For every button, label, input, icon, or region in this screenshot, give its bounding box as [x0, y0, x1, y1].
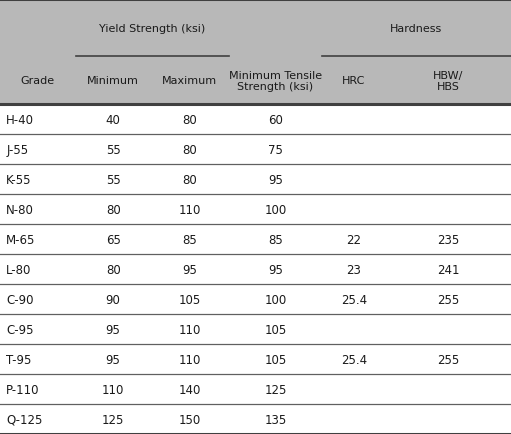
Text: 105: 105 — [179, 293, 201, 306]
Text: 95: 95 — [182, 263, 197, 276]
Text: C-90: C-90 — [6, 293, 34, 306]
Text: 255: 255 — [437, 293, 459, 306]
Text: 23: 23 — [346, 263, 361, 276]
Text: 150: 150 — [179, 413, 201, 425]
Text: T-95: T-95 — [6, 353, 32, 366]
Text: 55: 55 — [106, 143, 121, 156]
Text: 22: 22 — [346, 233, 361, 246]
Text: 241: 241 — [437, 263, 460, 276]
Text: 85: 85 — [268, 233, 283, 246]
Text: L-80: L-80 — [6, 263, 32, 276]
Text: H-40: H-40 — [6, 114, 34, 126]
Text: 95: 95 — [106, 323, 121, 336]
Text: 125: 125 — [264, 383, 287, 396]
Text: 25.4: 25.4 — [341, 293, 367, 306]
Text: Maximum: Maximum — [162, 76, 217, 86]
Text: 255: 255 — [437, 353, 459, 366]
Text: 235: 235 — [437, 233, 459, 246]
Text: 80: 80 — [182, 143, 197, 156]
Text: 75: 75 — [268, 143, 283, 156]
Text: HBW/
HBS: HBW/ HBS — [433, 70, 463, 92]
Text: HRC: HRC — [342, 76, 365, 86]
Text: M-65: M-65 — [6, 233, 35, 246]
Text: 90: 90 — [106, 293, 121, 306]
Bar — [0, 0, 511, 105]
Text: 40: 40 — [106, 114, 121, 126]
Text: 105: 105 — [264, 353, 287, 366]
Text: N-80: N-80 — [6, 203, 34, 216]
Text: 105: 105 — [264, 323, 287, 336]
Text: P-110: P-110 — [6, 383, 40, 396]
Text: 80: 80 — [182, 173, 197, 186]
Text: 135: 135 — [264, 413, 287, 425]
Text: 100: 100 — [264, 293, 287, 306]
Text: 60: 60 — [268, 114, 283, 126]
Text: Yield Strength (ksi): Yield Strength (ksi) — [99, 24, 205, 33]
Text: 95: 95 — [106, 353, 121, 366]
Text: 25.4: 25.4 — [341, 353, 367, 366]
Text: Grade: Grade — [21, 76, 55, 86]
Text: 65: 65 — [106, 233, 121, 246]
Text: 125: 125 — [102, 413, 124, 425]
Text: 95: 95 — [268, 263, 283, 276]
Text: 55: 55 — [106, 173, 121, 186]
Text: 80: 80 — [106, 203, 121, 216]
Text: 80: 80 — [106, 263, 121, 276]
Text: 140: 140 — [179, 383, 201, 396]
Text: J-55: J-55 — [6, 143, 28, 156]
Text: C-95: C-95 — [6, 323, 34, 336]
Text: K-55: K-55 — [6, 173, 32, 186]
Text: 80: 80 — [182, 114, 197, 126]
Text: Minimum Tensile
Strength (ksi): Minimum Tensile Strength (ksi) — [229, 70, 322, 92]
Text: Hardness: Hardness — [390, 24, 443, 33]
Text: 110: 110 — [179, 203, 201, 216]
Text: 95: 95 — [268, 173, 283, 186]
Text: 110: 110 — [179, 353, 201, 366]
Text: 110: 110 — [179, 323, 201, 336]
Text: 110: 110 — [102, 383, 124, 396]
Text: Minimum: Minimum — [87, 76, 139, 86]
Text: 85: 85 — [182, 233, 197, 246]
Text: Q-125: Q-125 — [6, 413, 42, 425]
Text: 100: 100 — [264, 203, 287, 216]
